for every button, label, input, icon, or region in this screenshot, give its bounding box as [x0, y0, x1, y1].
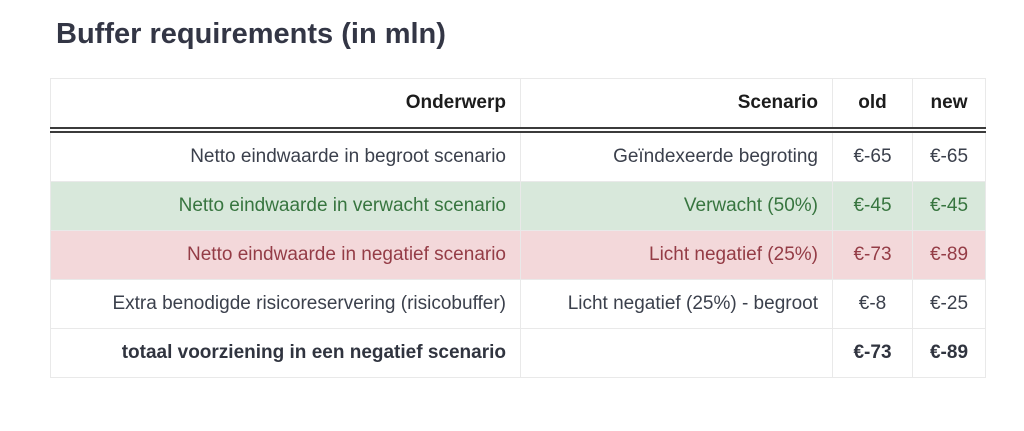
- table-row: Netto eindwaarde in verwacht scenario Ve…: [50, 181, 986, 231]
- cell-scenario: Verwacht (50%): [520, 181, 833, 231]
- cell-onderwerp: Extra benodigde risicoreservering (risic…: [50, 279, 521, 329]
- cell-old-value: €-8: [832, 279, 913, 329]
- column-header-new: new: [912, 78, 986, 133]
- table-row-total: totaal voorziening in een negatief scena…: [50, 328, 986, 378]
- cell-onderwerp: Netto eindwaarde in negatief scenario: [50, 230, 521, 280]
- column-header-onderwerp: Onderwerp: [50, 78, 521, 133]
- table-row: Netto eindwaarde in begroot scenario Geï…: [50, 129, 986, 182]
- table-header: Onderwerp Scenario old new: [50, 78, 986, 133]
- header-row: Onderwerp Scenario old new: [50, 78, 986, 133]
- page-title: Buffer requirements (in mln): [56, 18, 446, 50]
- cell-old-value: €-65: [832, 129, 913, 182]
- cell-new-value: €-89: [912, 230, 986, 280]
- cell-onderwerp: Netto eindwaarde in begroot scenario: [50, 129, 521, 182]
- column-header-old: old: [832, 78, 913, 133]
- cell-old-value: €-73: [832, 230, 913, 280]
- cell-new-value: €-65: [912, 129, 986, 182]
- cell-scenario: Licht negatief (25%): [520, 230, 833, 280]
- cell-new-value: €-25: [912, 279, 986, 329]
- cell-new-value: €-89: [912, 328, 986, 378]
- cell-scenario: Geïndexeerde begroting: [520, 129, 833, 182]
- cell-old-value: €-45: [832, 181, 913, 231]
- cell-new-value: €-45: [912, 181, 986, 231]
- table-row: Netto eindwaarde in negatief scenario Li…: [50, 230, 986, 280]
- column-header-scenario: Scenario: [520, 78, 833, 133]
- table-body: Netto eindwaarde in begroot scenario Geï…: [50, 129, 986, 378]
- buffer-requirements-table: Onderwerp Scenario old new Netto eindwaa…: [50, 78, 986, 378]
- cell-old-value: €-73: [832, 328, 913, 378]
- cell-onderwerp: Netto eindwaarde in verwacht scenario: [50, 181, 521, 231]
- cell-onderwerp: totaal voorziening in een negatief scena…: [50, 328, 521, 378]
- cell-scenario: [520, 328, 833, 378]
- cell-scenario: Licht negatief (25%) - begroot: [520, 279, 833, 329]
- table-row: Extra benodigde risicoreservering (risic…: [50, 279, 986, 329]
